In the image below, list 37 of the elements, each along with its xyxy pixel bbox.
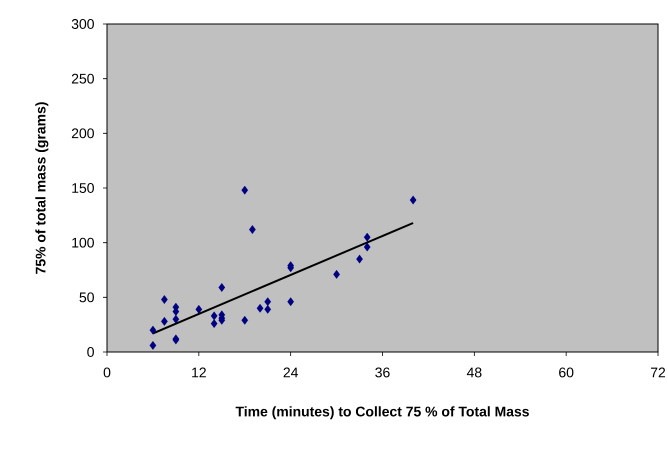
- x-tick-label: 60: [559, 368, 574, 378]
- point: [241, 186, 248, 195]
- point: [364, 232, 371, 242]
- point: [172, 314, 180, 324]
- point: [256, 304, 264, 313]
- x-tick-label: 24: [284, 368, 298, 378]
- y-tick-label: 100: [72, 238, 94, 248]
- y-tick-label: 250: [72, 74, 94, 84]
- x-tick-label: 72: [650, 368, 666, 378]
- point: [287, 297, 294, 306]
- y-tick-label: 200: [72, 128, 94, 138]
- point: [210, 319, 218, 328]
- y-axis-title: 75% of total mass (grams): [35, 102, 48, 274]
- y-tick-label: 150: [72, 183, 94, 193]
- x-tick-label: 0: [104, 368, 110, 378]
- x-tick-label: 36: [375, 368, 390, 378]
- x-tick-label: 48: [466, 368, 482, 378]
- point: [218, 283, 226, 292]
- x-tick-label: 12: [192, 368, 206, 378]
- point: [364, 242, 371, 252]
- point: [195, 304, 202, 314]
- point: [150, 341, 156, 350]
- point: [410, 196, 416, 204]
- y-tick-label: 0: [87, 347, 94, 357]
- point: [249, 225, 256, 234]
- point: [333, 270, 340, 279]
- point: [161, 316, 168, 326]
- x-axis-title: Time (minutes) to Collect 75 % of Total Mass: [236, 406, 529, 420]
- y-tick-label: 300: [72, 19, 94, 29]
- y-tick-label: 50: [80, 292, 94, 302]
- point: [264, 297, 272, 306]
- point: [356, 254, 363, 264]
- point: [210, 312, 218, 320]
- point: [241, 316, 248, 325]
- point: [161, 295, 168, 304]
- point: [150, 326, 156, 335]
- point: [264, 304, 272, 314]
